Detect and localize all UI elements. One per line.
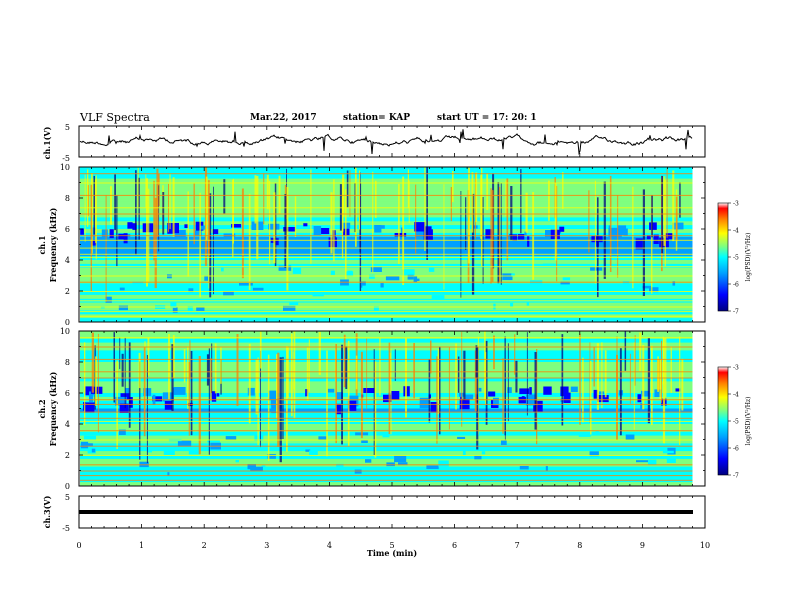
chart-title: VLF Spectra [80, 111, 150, 124]
spectrogram-ytick-label: 2 [65, 451, 70, 460]
colorbar-tick-label: -3 [733, 201, 739, 208]
spectrogram-ytick-label: 8 [65, 358, 70, 367]
spectrogram-ytick-label: 0 [65, 318, 70, 327]
ch3-wave-ytick-bottom: -5 [62, 524, 70, 533]
colorbar-tick-label: -3 [733, 365, 739, 372]
ch2-spectrogram-ylabel-channel: ch.2 [37, 399, 47, 418]
ch1-spectrogram-panel [80, 167, 705, 323]
spectrogram-ytick-label: 6 [65, 225, 70, 234]
ch1-spectrogram-ylabel-freq: Frequency (kHz) [48, 207, 58, 282]
ch1-colorbar [717, 202, 729, 312]
x-axis-label: Time (min) [367, 548, 417, 558]
ch2-spectrogram-ylabel-freq: Frequency (kHz) [48, 371, 58, 446]
x-tick-label: 6 [452, 541, 457, 550]
colorbar-tick-label: -4 [733, 228, 739, 235]
ch1-wave-ytick-bottom: -5 [62, 154, 70, 163]
x-tick-label: 8 [577, 541, 582, 550]
spectrogram-ytick-label: 4 [65, 256, 70, 265]
spectrogram-ytick-label: 8 [65, 194, 70, 203]
x-tick-label: 7 [515, 541, 520, 550]
x-tick-label: 9 [640, 541, 645, 550]
spectrogram-ytick-label: 6 [65, 389, 70, 398]
ch2-spectrogram-panel [80, 331, 705, 487]
ch3-wave-ytick-top: 5 [65, 493, 70, 502]
x-tick-label: 2 [202, 541, 207, 550]
colorbar-tick-label: -7 [733, 309, 739, 316]
colorbar-tick-label: -6 [733, 446, 739, 453]
spectrogram-ytick-label: 0 [65, 482, 70, 491]
date-label: Mar.22, 2017 [250, 113, 317, 123]
start-time-label: start UT = 17: 20: 1 [437, 113, 537, 123]
colorbar-tick-label: -4 [733, 392, 739, 399]
spectrogram-ytick-label: 10 [60, 163, 70, 172]
spectrogram-ytick-label: 2 [65, 287, 70, 296]
ch2-colorbar-label: log(PSD)(V²/Hz) [745, 397, 752, 446]
colorbar-tick-label: -5 [733, 419, 739, 426]
ch3-waveform-line [79, 510, 693, 514]
colorbar-tick-label: -7 [733, 473, 739, 480]
x-tick-label: 1 [139, 541, 144, 550]
ch2-colorbar [717, 366, 729, 476]
colorbar-tick-label: -5 [733, 255, 739, 262]
ch3-waveform-ylabel: ch.3(V) [42, 495, 52, 528]
station-label: station= KAP [343, 113, 411, 123]
ch1-spectrogram-ylabel-channel: ch.1 [37, 235, 47, 254]
ch1-colorbar-label: log(PSD)(V²/Hz) [745, 233, 752, 282]
x-tick-label: 10 [700, 541, 710, 550]
x-tick-label: 0 [76, 541, 81, 550]
x-tick-label: 5 [389, 541, 394, 550]
colorbar-tick-label: -6 [733, 282, 739, 289]
spectrogram-ytick-label: 4 [65, 420, 70, 429]
ch1-wave-ytick-top: 5 [65, 123, 70, 132]
x-tick-label: 4 [327, 541, 332, 550]
x-tick-label: 3 [264, 541, 269, 550]
spectrogram-ytick-label: 10 [60, 327, 70, 336]
ch1-waveform-ylabel: ch.1(V) [42, 126, 52, 159]
ch1-waveform-line [79, 129, 693, 156]
